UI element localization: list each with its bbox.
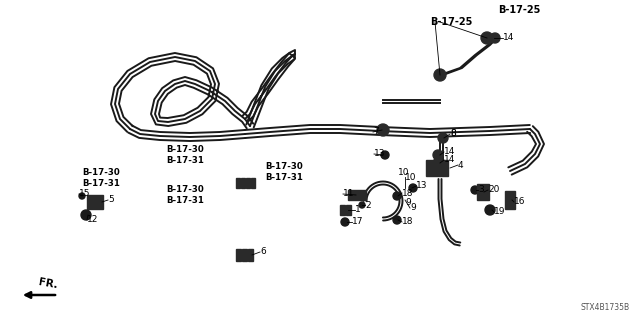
Text: 1: 1 — [355, 205, 361, 214]
Text: 3: 3 — [478, 186, 484, 195]
Text: 11: 11 — [343, 189, 355, 198]
Circle shape — [490, 33, 500, 43]
Text: 8: 8 — [450, 130, 456, 138]
Text: 10: 10 — [405, 173, 417, 182]
Circle shape — [434, 69, 446, 81]
Text: 15: 15 — [79, 189, 90, 198]
Bar — [87, 195, 103, 209]
Circle shape — [381, 151, 389, 159]
Text: 10: 10 — [398, 168, 410, 177]
Circle shape — [409, 184, 417, 192]
Bar — [246, 178, 250, 188]
Text: FR.: FR. — [38, 277, 58, 290]
Text: 2: 2 — [365, 201, 371, 210]
Circle shape — [438, 133, 448, 143]
Text: 16: 16 — [514, 197, 525, 206]
Bar — [236, 178, 240, 188]
Bar — [477, 184, 489, 200]
Text: 19: 19 — [494, 207, 506, 217]
Text: 13: 13 — [374, 150, 385, 159]
Circle shape — [341, 218, 349, 226]
Text: B-17-25: B-17-25 — [498, 5, 540, 15]
Bar — [348, 190, 366, 200]
Text: 14: 14 — [444, 155, 456, 165]
Text: B-17-30
B-17-31: B-17-30 B-17-31 — [265, 162, 303, 182]
Circle shape — [481, 32, 493, 44]
Bar — [241, 249, 246, 261]
Text: 17: 17 — [352, 218, 364, 226]
Text: 20: 20 — [488, 186, 499, 195]
Circle shape — [471, 186, 479, 194]
Text: 18: 18 — [402, 189, 413, 197]
Text: 14: 14 — [444, 147, 456, 157]
Circle shape — [81, 210, 91, 220]
Text: 4: 4 — [458, 160, 463, 169]
Circle shape — [433, 150, 443, 160]
Text: 8: 8 — [450, 130, 456, 138]
Bar — [346, 205, 351, 215]
Bar — [505, 191, 515, 209]
Bar — [241, 178, 245, 188]
Circle shape — [359, 202, 365, 208]
Text: B-17-30
B-17-31: B-17-30 B-17-31 — [166, 185, 204, 205]
Bar — [426, 160, 448, 176]
Text: 13: 13 — [416, 182, 428, 190]
Bar — [236, 249, 241, 261]
Text: 14: 14 — [503, 33, 515, 42]
Text: B-17-25: B-17-25 — [430, 17, 472, 27]
Text: 7: 7 — [373, 128, 379, 137]
Text: 9: 9 — [405, 198, 411, 207]
Bar — [251, 178, 255, 188]
Text: 5: 5 — [108, 196, 114, 204]
Text: 6: 6 — [260, 248, 266, 256]
Circle shape — [433, 158, 443, 168]
Bar — [339, 205, 344, 215]
Text: B-17-30
B-17-31: B-17-30 B-17-31 — [166, 145, 204, 165]
Text: STX4B1735B: STX4B1735B — [581, 303, 630, 312]
Circle shape — [90, 197, 100, 207]
Circle shape — [79, 193, 85, 199]
Circle shape — [393, 192, 401, 200]
Text: 9: 9 — [410, 204, 416, 212]
Text: 12: 12 — [87, 216, 99, 225]
Bar — [248, 249, 253, 261]
Circle shape — [377, 124, 389, 136]
Circle shape — [485, 205, 495, 215]
Text: B-17-30
B-17-31: B-17-30 B-17-31 — [82, 168, 120, 188]
Text: 18: 18 — [402, 218, 413, 226]
Circle shape — [393, 216, 401, 224]
